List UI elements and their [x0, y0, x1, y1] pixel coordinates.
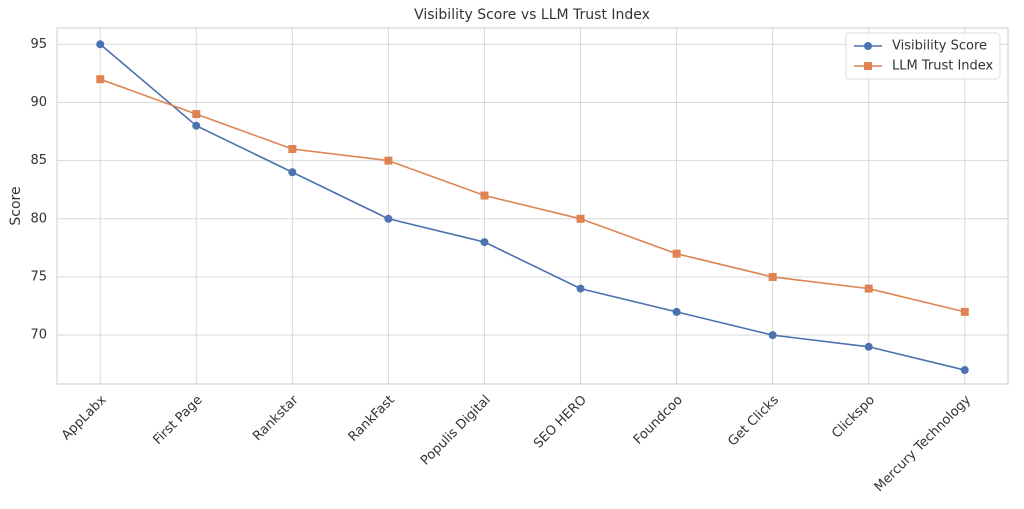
marker — [672, 249, 681, 258]
marker — [480, 238, 489, 247]
marker — [864, 342, 873, 351]
y-axis-label: Score — [8, 186, 24, 225]
x-tick-label: Mercury Technology — [872, 392, 975, 495]
plot-frame — [56, 27, 1009, 385]
legend-box — [845, 32, 1001, 80]
marker — [192, 110, 201, 119]
legend-label: LLM Trust Index — [892, 59, 994, 74]
marker — [960, 307, 969, 316]
marker — [864, 284, 873, 293]
x-tick-label: Rankstar — [250, 392, 302, 444]
y-tick-label: 75 — [30, 269, 47, 284]
marker — [672, 307, 681, 316]
marker — [576, 284, 585, 293]
marker — [192, 121, 201, 130]
y-tick-label: 85 — [30, 153, 47, 168]
marker — [384, 156, 393, 165]
x-tick-label: Clickspo — [829, 393, 878, 442]
y-tick-label: 90 — [30, 95, 47, 110]
y-tick-label: 95 — [30, 37, 47, 52]
marker — [480, 191, 489, 200]
y-tick-label: 70 — [30, 328, 47, 343]
marker — [576, 214, 585, 223]
marker — [768, 272, 777, 281]
marker — [864, 42, 872, 50]
x-tick-label: Get Clicks — [725, 393, 782, 450]
y-tick-label: 80 — [30, 211, 47, 226]
marker — [864, 62, 872, 70]
legend-label: Visibility Score — [892, 39, 987, 54]
series-line — [99, 78, 965, 313]
x-tick-label: AppLabx — [59, 392, 110, 443]
chart-title: Visibility Score vs LLM Trust Index — [414, 7, 650, 23]
marker — [96, 40, 105, 49]
x-tick-label: Foundcoo — [631, 393, 686, 448]
x-tick-label: Populis Digital — [418, 393, 494, 469]
x-tick-label: SEO HERO — [531, 393, 590, 452]
marker — [288, 168, 297, 177]
x-tick-label: RankFast — [346, 393, 398, 445]
series-line — [99, 43, 965, 371]
marker — [960, 366, 969, 375]
marker — [768, 331, 777, 340]
marker — [96, 75, 105, 84]
marker — [384, 214, 393, 223]
x-tick-label: First Page — [150, 393, 205, 448]
marker — [288, 144, 297, 153]
